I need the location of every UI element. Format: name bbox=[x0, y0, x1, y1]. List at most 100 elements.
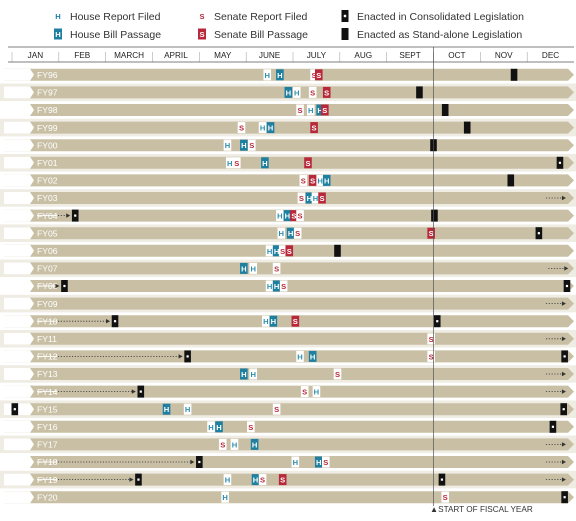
row-2003: 2003 FY04 H H S S bbox=[0, 206, 576, 225]
enacted-consolidated-dot bbox=[563, 496, 566, 499]
row-band bbox=[4, 156, 574, 169]
year-tag-box bbox=[4, 174, 34, 187]
house-report-marker bbox=[221, 491, 229, 503]
legend-label: Senate Report Filed bbox=[214, 11, 308, 23]
fiscal-year-label: FY13 bbox=[37, 369, 58, 379]
legend-house-report-icon-letter: H bbox=[55, 12, 60, 21]
senate-report-letter: S bbox=[429, 335, 434, 344]
house-report-letter: H bbox=[225, 141, 230, 150]
house-passage-letter: H bbox=[268, 124, 273, 133]
row-2006: 2006 FY07 H H S bbox=[0, 259, 576, 278]
fiscal-year-label: FY17 bbox=[37, 440, 58, 450]
year-label: 2006 bbox=[6, 264, 25, 274]
legend-item-house-report: H House Report Filed bbox=[54, 10, 161, 23]
year-label: 2015 bbox=[6, 422, 25, 432]
row-band bbox=[4, 332, 574, 345]
legend-label: House Bill Passage bbox=[70, 29, 161, 41]
house-passage-letter: H bbox=[241, 141, 246, 150]
fiscal-year-label: FY01 bbox=[37, 158, 58, 168]
year-label: 2007 bbox=[6, 281, 25, 291]
year-label: 2012 bbox=[6, 369, 25, 379]
house-passage-letter: H bbox=[277, 71, 282, 80]
continuing-arrowhead bbox=[561, 389, 566, 394]
fiscal-year-label: FY96 bbox=[37, 70, 58, 80]
fiscal-year-label: FY20 bbox=[37, 492, 58, 502]
senate-passage-letter: S bbox=[305, 159, 310, 168]
month-tick-label: APRIL bbox=[164, 51, 188, 60]
year-tag-box bbox=[4, 139, 34, 152]
house-passage-marker bbox=[215, 421, 223, 433]
senate-passage-letter: S bbox=[280, 476, 285, 485]
senate-report-marker bbox=[293, 227, 302, 239]
enacted-consolidated-dot bbox=[139, 390, 142, 393]
row-1996: 1996 FY97 H H S S bbox=[0, 83, 576, 102]
footnote-start-of-fiscal-year: ▲START OF FISCAL YEAR bbox=[430, 505, 533, 514]
senate-report-letter: S bbox=[310, 88, 315, 97]
row-2008: 2008 FY09 bbox=[0, 294, 576, 313]
fiscal-year-label: FY06 bbox=[37, 246, 58, 256]
fiscal-year-label: FY03 bbox=[37, 193, 58, 203]
year-tag-box bbox=[4, 227, 34, 240]
fiscal-year-label: FY15 bbox=[37, 404, 58, 414]
year-tag-box bbox=[4, 403, 34, 416]
house-report-letter: H bbox=[294, 88, 299, 97]
senate-report-marker bbox=[333, 368, 342, 380]
legend-item-senate-passage: S Senate Bill Passage bbox=[198, 28, 308, 41]
enacted-standalone-marker bbox=[416, 86, 423, 99]
enacted-consolidated-dot bbox=[562, 408, 565, 411]
year-label: 2016 bbox=[6, 440, 25, 450]
enacted-consolidated-dot bbox=[558, 161, 562, 164]
legend-senate-report-icon-letter: S bbox=[199, 12, 204, 21]
senate-report-letter: S bbox=[323, 458, 328, 467]
year-label: 2011 bbox=[6, 352, 25, 362]
fiscal-year-label: FY05 bbox=[37, 228, 58, 238]
house-report-marker bbox=[225, 157, 234, 169]
house-passage-letter: H bbox=[274, 282, 279, 291]
senate-report-marker bbox=[427, 333, 435, 345]
row-band bbox=[4, 192, 574, 204]
house-report-letter: H bbox=[314, 388, 319, 397]
row-2000: 2000 FY01 H S H S bbox=[0, 154, 576, 172]
row-band bbox=[4, 473, 574, 486]
senate-passage-marker bbox=[314, 69, 323, 81]
year-tag-box bbox=[4, 104, 34, 116]
month-tick-label: MARCH bbox=[114, 51, 144, 60]
row-band bbox=[4, 456, 574, 468]
enacted-consolidated-dot bbox=[551, 425, 555, 428]
house-report-marker bbox=[276, 210, 284, 222]
year-label: 2005 bbox=[6, 246, 25, 256]
senate-report-letter: S bbox=[429, 352, 434, 361]
continuing-arrowhead bbox=[561, 195, 566, 201]
month-tick-label: OCT bbox=[448, 51, 465, 60]
house-passage-letter: H bbox=[324, 176, 329, 185]
month-tick-label: FEB bbox=[74, 51, 90, 60]
year-label: 1999 bbox=[6, 140, 25, 150]
enacted-consolidated-dot bbox=[63, 284, 66, 288]
legend-item-enacted-standalone: Enacted as Stand-alone Legislation bbox=[341, 28, 522, 41]
continuing-arrowhead bbox=[564, 266, 569, 271]
month-tick-label: DEC bbox=[542, 51, 559, 60]
year-label: 2001 bbox=[6, 176, 25, 186]
year-tag-box bbox=[4, 332, 34, 345]
enacted-standalone-marker bbox=[441, 104, 449, 116]
year-tag-box bbox=[4, 438, 34, 451]
house-report-letter: H bbox=[263, 317, 268, 326]
senate-report-letter: S bbox=[234, 159, 239, 168]
legend-label: House Report Filed bbox=[70, 11, 161, 23]
enacted-standalone-marker bbox=[510, 68, 518, 81]
row-band bbox=[4, 420, 574, 433]
senate-report-letter: S bbox=[297, 212, 302, 221]
row-2014: 2014FY15HHS bbox=[0, 400, 576, 418]
year-label: 2010 bbox=[6, 334, 25, 344]
house-report-marker bbox=[312, 386, 321, 398]
senate-report-letter: S bbox=[443, 493, 448, 502]
house-passage-letter: H bbox=[307, 194, 312, 203]
house-passage-marker bbox=[162, 403, 171, 415]
row-band bbox=[4, 68, 574, 81]
senate-passage-letter: S bbox=[322, 106, 327, 115]
house-report-marker bbox=[265, 245, 274, 257]
house-report-letter: H bbox=[267, 247, 272, 256]
house-report-marker bbox=[292, 86, 301, 98]
row-band bbox=[4, 174, 574, 187]
row-band bbox=[4, 491, 574, 504]
